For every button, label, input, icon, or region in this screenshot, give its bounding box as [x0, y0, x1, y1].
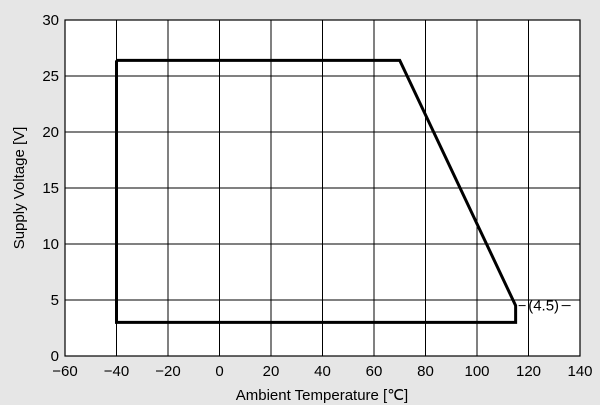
- x-tick-label: 100: [464, 363, 489, 380]
- y-tick-label: 0: [51, 348, 59, 365]
- x-tick-label: 40: [314, 363, 331, 380]
- y-tick-label: 10: [42, 236, 59, 253]
- y-tick-label: 15: [42, 180, 59, 197]
- y-tick-label: 20: [42, 124, 59, 141]
- x-tick-label: 140: [567, 363, 592, 380]
- x-tick-label: 120: [516, 363, 541, 380]
- x-tick-label: −60: [52, 363, 77, 380]
- y-axis-label: Supply Voltage [V]: [11, 127, 28, 250]
- x-tick-label: 80: [417, 363, 434, 380]
- series-layer: [115, 58, 518, 324]
- y-axis-ticks: 0 5 10 15 20 25 30: [42, 12, 59, 365]
- y-tick-label: 25: [42, 68, 59, 85]
- x-axis-ticks: −60 −40 −20 0 20 40 60 80 100 120 140: [52, 363, 592, 380]
- annotation-label: (4.5): [528, 298, 559, 315]
- x-tick-label: −20: [155, 363, 180, 380]
- series-line: [115, 58, 518, 324]
- x-axis-label: Ambient Temperature [℃]: [236, 387, 408, 404]
- x-tick-label: 60: [366, 363, 383, 380]
- x-tick-label: −40: [104, 363, 129, 380]
- x-tick-label: 20: [263, 363, 280, 380]
- x-tick-label: 0: [215, 363, 223, 380]
- y-tick-label: 5: [51, 292, 59, 309]
- y-tick-label: 30: [42, 12, 59, 29]
- annotations: (4.5): [518, 298, 571, 315]
